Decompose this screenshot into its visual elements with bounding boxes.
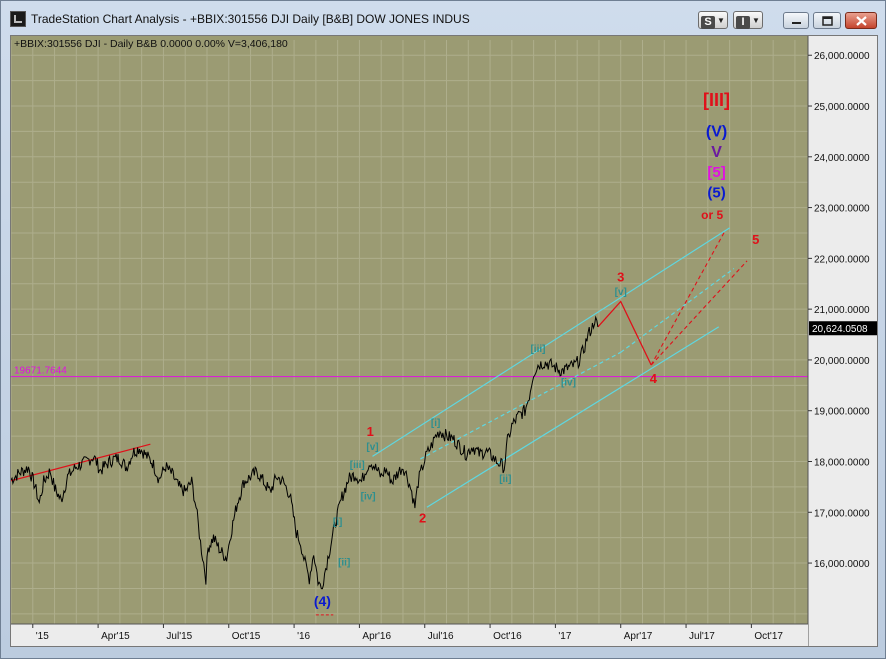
y-tick-label: 16,000.0000 [814,559,870,570]
wave-label: 2 [419,510,426,525]
title-bar[interactable]: TradeStation Chart Analysis - +BBIX:3015… [1,1,885,35]
chart-axes: 16,000.0000 17,000.0000 18,000.0000 19,000.… [11,36,877,646]
y-tick-label: 17,000.0000 [814,508,870,519]
wave-label: [iv] [361,492,376,503]
wave-label: [ii] [338,558,350,569]
wave-label: 5 [752,232,759,247]
wave-5-projection [650,230,726,366]
channel-line [372,227,730,457]
wave-label: V [711,144,722,161]
x-tick-label: Oct'17 [754,631,783,642]
y-tick-label: 21,000.0000 [814,305,870,316]
i-menu-button[interactable]: I ▼ [733,11,763,29]
last-price-badge [809,321,877,336]
y-tick-label: 26,000.0000 [814,51,870,62]
wave-label: [iii] [350,460,365,471]
close-button[interactable] [845,12,877,29]
y-tick-label: 20,000.0000 [814,356,870,367]
y-tick-label: 19,000.0000 [814,407,870,418]
price-series [11,315,599,590]
wave-label: (5) [707,184,725,201]
x-tick-label: Apr'16 [362,631,391,642]
wave-label: [i] [333,517,342,528]
wave-5-projection [650,260,748,366]
wave-label: [iii] [530,344,545,355]
wave-label: [III] [703,90,730,110]
s-menu-button[interactable]: S ▼ [698,11,728,29]
channel-line [420,351,622,460]
wave-label: (4) [314,593,331,609]
x-tick-label: Apr'15 [101,631,130,642]
chart-area[interactable]: 19671.7644 [III] (V) V [5] (5) or 5 5 3 [v] 4 [iii… [10,35,878,647]
channel-line [426,326,720,508]
wave-label: [ii] [499,474,511,485]
wave-label: or 5 [701,208,723,222]
wave-label: 1 [367,424,374,439]
channel-line [620,268,735,353]
y-tick-label: 24,000.0000 [814,153,870,164]
x-tick-label: Jul'17 [689,631,715,642]
status-line: +BBIX:301556 DJI - Daily B&B 0.0000 0.00… [14,38,288,50]
wave-3-4-path [597,300,652,366]
wave-label: (V) [706,123,727,140]
last-price-label: 20,624.0508 [812,324,868,335]
time-axis [11,624,808,646]
minimize-button[interactable] [783,12,809,29]
maximize-icon [822,16,833,26]
y-tick-label: 23,000.0000 [814,204,870,215]
wave-label: [v] [366,442,378,453]
wave-label: 4 [650,371,658,386]
minimize-icon [792,22,801,24]
chart-grid [11,40,808,624]
wave-labels: [III] (V) V [5] (5) or 5 5 3 [v] 4 [iii] [iv] [ii] [i… [314,90,760,609]
s-button-label: S [701,16,716,29]
price-line [11,315,599,590]
window-title: TradeStation Chart Analysis - +BBIX:3015… [31,12,470,26]
wave-label: [v] [615,287,627,298]
x-tick-label: Jul'16 [428,631,454,642]
support-level-label: 19671.7644 [14,366,67,377]
x-tick-label: '16 [297,631,310,642]
y-tick-label: 25,000.0000 [814,102,870,113]
x-tick-label: Oct'16 [493,631,522,642]
wave-label: 3 [617,270,624,285]
y-tick-label: 22,000.0000 [814,254,870,265]
x-tick-label: Oct'15 [232,631,261,642]
chevron-down-icon: ▼ [752,16,760,25]
wave-label: [5] [707,164,725,181]
maximize-button[interactable] [813,12,841,29]
x-tick-label: Jul'15 [166,631,192,642]
close-icon [856,16,867,26]
x-tick-label: '17 [558,631,571,642]
chevron-down-icon: ▼ [717,16,725,25]
x-tick-label: '15 [36,631,49,642]
trend-line-2015 [11,443,151,482]
wave-label: [i] [431,418,440,429]
price-chart[interactable]: 19671.7644 [III] (V) V [5] (5) or 5 5 3 [v] 4 [iii… [11,36,877,646]
price-axis [808,36,877,646]
x-tick-label: Apr'17 [624,631,653,642]
chart-overlays: 19671.7644 [11,227,808,616]
wave-label: [iv] [561,377,576,388]
y-tick-label: 18,000.0000 [814,457,870,468]
chart-app-icon [10,11,26,27]
i-button-label: I [736,16,751,29]
